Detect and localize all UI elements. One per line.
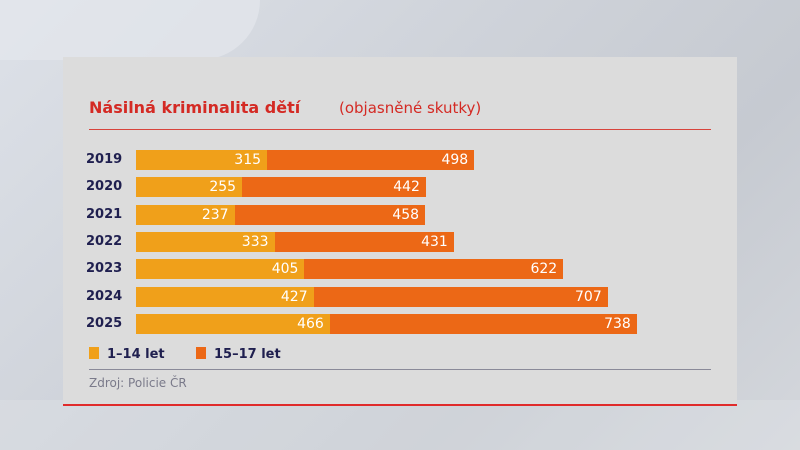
value-label: 333	[241, 233, 269, 250]
bar-segment-15-17: 707	[313, 286, 608, 307]
value-label: 431	[421, 233, 448, 250]
value-label: 427	[280, 288, 308, 305]
year-label: 2023	[86, 261, 123, 277]
bar-segment-15-17: 498	[267, 150, 475, 170]
legend-label-1-14: 1–14 let	[107, 347, 165, 362]
bar-segment-15-17: 431	[274, 231, 454, 252]
bar-row: 2019 315 498	[86, 150, 706, 170]
chart-subtitle: (objasněné skutky)	[339, 99, 482, 117]
bar-segment-1-14: 315	[136, 150, 268, 170]
value-label: 707	[575, 288, 602, 305]
value-label: 738	[604, 315, 631, 332]
legend-swatch-15-17	[196, 347, 206, 359]
legend-label-15-17: 15–17 let	[214, 347, 281, 362]
value-label: 458	[392, 206, 420, 223]
legend-item-15-17: 15–17 let	[196, 346, 281, 364]
value-label: 466	[297, 315, 324, 332]
bar-row: 2020 255 442	[86, 177, 706, 198]
bar-segment-1-14: 237	[136, 204, 235, 225]
bar-segment-15-17: 622	[304, 259, 564, 280]
bar-segment-1-14: 466	[136, 313, 330, 334]
legend-swatch-1-14	[89, 347, 99, 359]
value-label: 498	[441, 152, 469, 168]
year-label: 2024	[86, 288, 123, 304]
year-label: 2019	[86, 152, 123, 167]
panel-accent-line	[63, 404, 737, 406]
background-map	[0, 400, 800, 450]
bar-row: 2023 405 622	[86, 259, 706, 280]
value-label: 405	[271, 261, 299, 278]
chart-panel	[63, 57, 737, 405]
value-label: 315	[234, 152, 262, 168]
year-label: 2022	[86, 233, 123, 249]
year-label: 2020	[86, 179, 123, 195]
value-label: 237	[201, 206, 229, 223]
bar-row: 2024 427 707	[86, 286, 706, 307]
source-divider	[89, 369, 711, 370]
background-map	[0, 0, 260, 60]
bar-segment-15-17: 458	[234, 204, 426, 225]
bar-segment-1-14: 427	[136, 286, 314, 307]
bar-row: 2025 466 738	[86, 313, 706, 334]
value-label: 442	[393, 179, 420, 196]
legend-item-1-14: 1–14 let	[89, 346, 165, 364]
value-label: 622	[530, 261, 558, 278]
bar-segment-1-14: 333	[136, 231, 275, 252]
bar-segment-15-17: 738	[329, 313, 637, 334]
value-label: 255	[209, 179, 237, 196]
bar-segment-1-14: 255	[136, 177, 243, 198]
year-label: 2025	[86, 315, 123, 331]
chart-title: Násilná kriminalita dětí	[89, 98, 301, 117]
year-label: 2021	[86, 206, 123, 222]
source-note: Zdroj: Policie ČR	[89, 376, 187, 390]
bar-row: 2021 237 458	[86, 204, 706, 225]
bar-row: 2022 333 431	[86, 231, 706, 252]
bar-segment-1-14: 405	[136, 259, 305, 280]
title-divider	[89, 129, 711, 130]
bar-segment-15-17: 442	[242, 177, 426, 198]
